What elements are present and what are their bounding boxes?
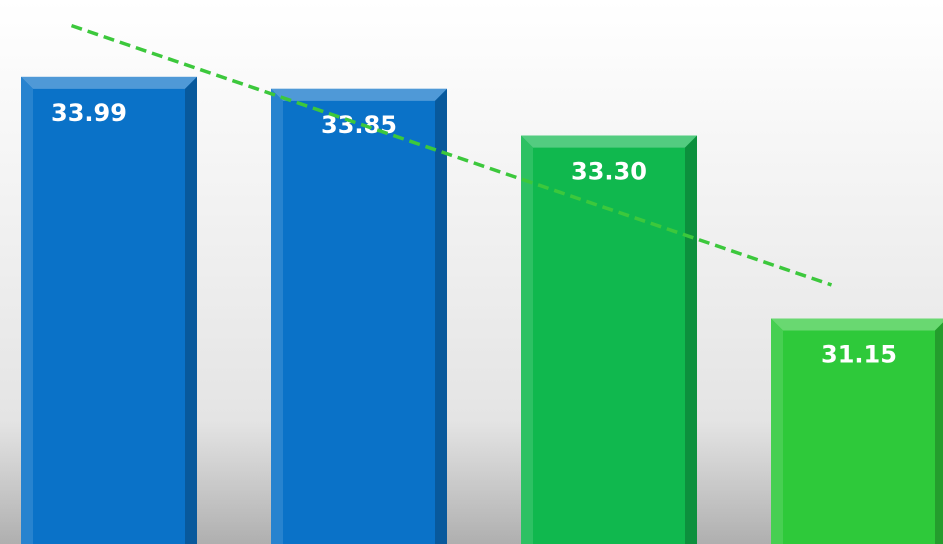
bar-1-bevel-left xyxy=(21,76,33,544)
bar-4-body xyxy=(771,318,943,544)
bar-1-value-label: 33.99 xyxy=(51,99,127,127)
trendline xyxy=(70,23,833,287)
bar-1-bevel-top xyxy=(21,76,197,89)
bar-2-bevel-right xyxy=(435,88,447,544)
bar-1-bevel-right xyxy=(185,76,197,544)
bar-1-body xyxy=(21,76,197,544)
bar-2-bevel-top xyxy=(271,88,447,101)
bar-4-bevel-top xyxy=(771,318,943,331)
bar-3: 33.30 xyxy=(521,135,697,544)
bar-4-bevel-right xyxy=(935,322,943,544)
bar-2-body xyxy=(271,88,447,544)
bar-3-body xyxy=(521,135,697,544)
bar-4: 31.15 xyxy=(771,318,943,544)
bar-3-bevel-left xyxy=(521,135,533,544)
bar-3-value-label: 33.30 xyxy=(571,158,647,186)
bar-2: 33.85 xyxy=(271,88,447,544)
bar-4-bevel-left xyxy=(771,318,783,544)
bar-3-bevel-top xyxy=(521,135,697,148)
bar-2-bevel-left xyxy=(271,88,283,544)
bar-1: 33.99 xyxy=(21,76,197,544)
bar-3-bevel-right xyxy=(685,135,697,544)
bar-4-value-label: 31.15 xyxy=(821,341,897,369)
